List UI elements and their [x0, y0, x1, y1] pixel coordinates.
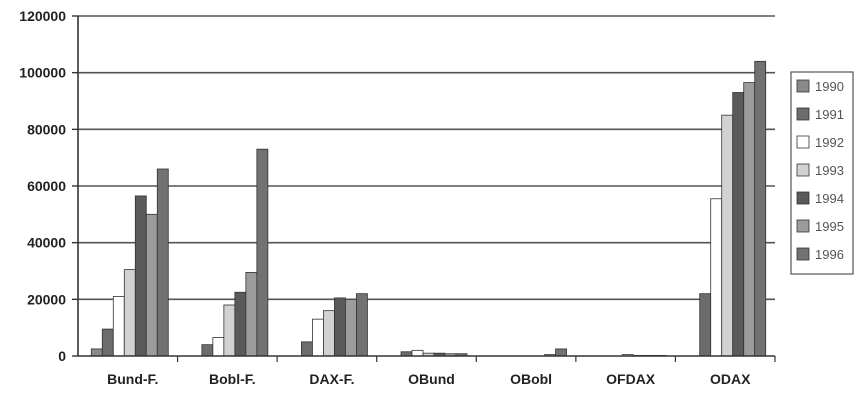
y-tick-label: 40000 — [27, 235, 66, 251]
y-tick-label: 60000 — [27, 178, 66, 194]
bar-dax-f-1995 — [345, 298, 357, 357]
bar-odax-1993 — [721, 114, 734, 357]
bar-obund-1992 — [411, 349, 424, 357]
bar-bund-f-1994 — [134, 195, 147, 357]
legend-label-1990: 1990 — [815, 79, 844, 94]
y-tick-label: 120000 — [19, 8, 66, 24]
y-axis-ticks: 0 20000 40000 60000 80000 100000 120000 — [19, 8, 78, 364]
y-tick-label: 0 — [58, 348, 66, 364]
legend-swatch-1995 — [796, 219, 810, 233]
x-category-label: DAX-F. — [309, 371, 354, 387]
bar-odax-1991 — [699, 293, 712, 357]
y-tick-label: 20000 — [27, 291, 66, 307]
bar-odax-1995 — [743, 82, 756, 357]
bar-dax-f-1994 — [334, 297, 346, 357]
bar-bund-f-1996 — [156, 168, 169, 357]
bar-bobl-f-1995 — [245, 272, 258, 357]
bar-odax-1992 — [710, 198, 723, 357]
bars — [90, 60, 767, 357]
y-tick-label: 80000 — [27, 121, 66, 137]
legend-swatch-1994 — [796, 191, 810, 205]
x-category-label: OBund — [408, 371, 455, 387]
legend-swatch-1991 — [796, 107, 810, 121]
bar-dax-f-1992 — [312, 318, 324, 357]
x-category-label: ODAX — [710, 371, 751, 387]
y-tick-label: 100000 — [19, 65, 66, 81]
bar-bund-f-1991 — [101, 328, 114, 357]
bar-bobl-f-1991 — [201, 344, 214, 357]
gridlines — [78, 15, 775, 301]
legend-swatch-1993 — [796, 163, 810, 177]
legend: 1990 1991 1992 1993 1994 1995 1996 — [790, 71, 854, 275]
x-category-label: OBobl — [510, 371, 552, 387]
x-category-label: Bobl-F. — [209, 371, 256, 387]
bar-bobl-f-1996 — [256, 148, 269, 357]
bar-obobl-1996 — [555, 348, 567, 357]
bar-odax-1994 — [732, 92, 745, 357]
x-axis-categories: Bund-F. Bobl-F. DAX-F. OBund OBobl OFDAX ODAX — [107, 371, 751, 387]
legend-label-1996: 1996 — [815, 247, 844, 262]
axes — [77, 16, 776, 362]
bar-dax-f-1993 — [323, 310, 335, 357]
legend-label-1994: 1994 — [815, 191, 844, 206]
bar-dax-f-1996 — [356, 293, 368, 357]
bar-bobl-f-1993 — [223, 304, 236, 357]
legend-label-1995: 1995 — [815, 219, 844, 234]
legend-label-1993: 1993 — [815, 163, 844, 178]
legend-swatch-1996 — [796, 247, 810, 261]
bar-bund-f-1995 — [145, 213, 158, 357]
bar-bund-f-1993 — [123, 269, 136, 357]
legend-label-1992: 1992 — [815, 135, 844, 150]
legend-swatch-1990 — [796, 79, 810, 93]
x-category-label: Bund-F. — [107, 371, 158, 387]
x-category-label: OFDAX — [606, 371, 656, 387]
bar-bobl-f-1992 — [212, 337, 225, 357]
bar-bund-f-1992 — [112, 296, 125, 357]
legend-swatch-1992 — [796, 135, 810, 149]
bar-dax-f-1991 — [301, 341, 313, 357]
bar-odax-1996 — [754, 60, 767, 357]
bar-bobl-f-1994 — [234, 291, 247, 357]
legend-label-1991: 1991 — [815, 107, 844, 122]
bar-bund-f-1990 — [90, 348, 103, 357]
